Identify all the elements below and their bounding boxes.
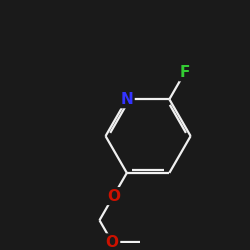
- Text: F: F: [180, 65, 190, 80]
- Text: N: N: [120, 92, 133, 107]
- Text: O: O: [107, 188, 120, 204]
- Text: O: O: [106, 235, 119, 250]
